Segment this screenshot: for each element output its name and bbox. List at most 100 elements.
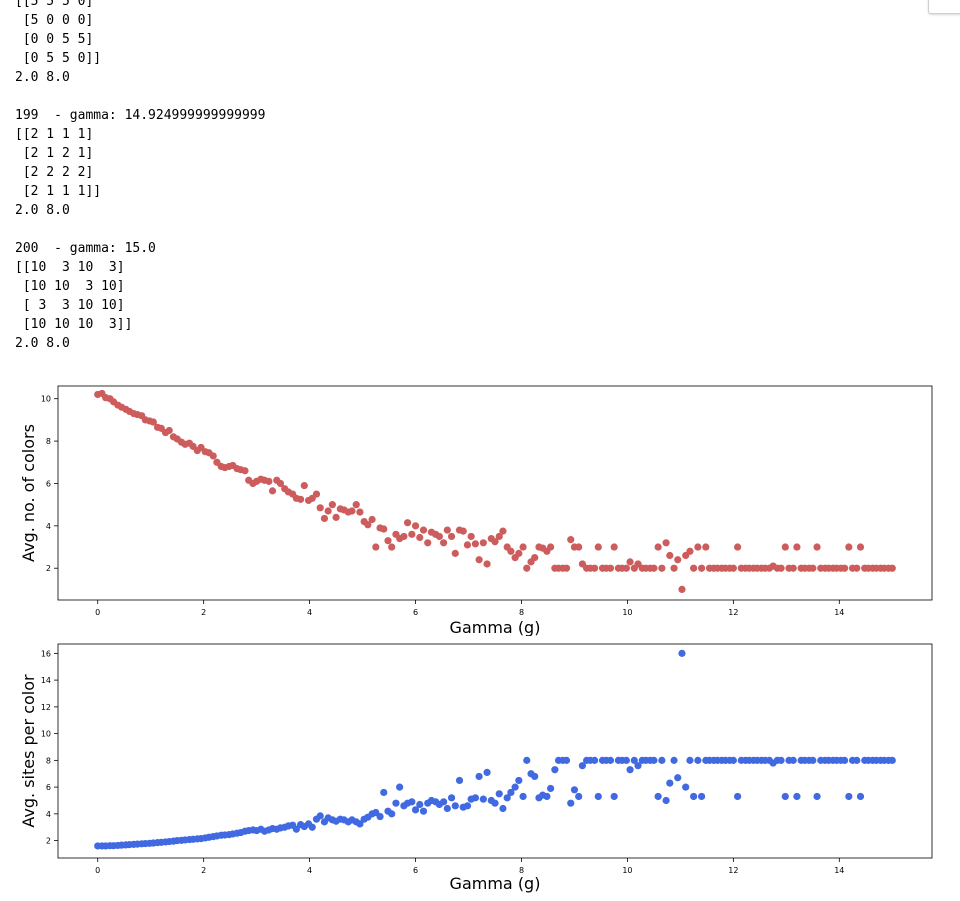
scatter-point (268, 487, 277, 495)
scatter-point (606, 564, 615, 572)
y-tick-label: 8 (46, 437, 51, 446)
scatter-point (845, 792, 853, 801)
x-tick-label: 10 (622, 866, 632, 875)
y-tick-label: 16 (41, 649, 51, 658)
scatter-point (443, 526, 451, 534)
scatter-point (416, 800, 424, 809)
scatter-point (562, 564, 571, 572)
scatter-point (626, 558, 634, 566)
scatter-point (471, 794, 480, 802)
y-axis-label: Avg. sites per color (19, 674, 38, 828)
console-line: [[2 1 1 1] (15, 127, 94, 142)
scatter-point (507, 788, 515, 797)
y-tick-label: 8 (46, 756, 51, 765)
scatter-point (348, 507, 356, 515)
x-tick-label: 0 (95, 866, 100, 875)
scatter-point (682, 783, 690, 791)
scatter-point (316, 504, 324, 512)
scatter-point (515, 776, 523, 785)
plot-frame (57, 385, 933, 601)
scatter-point (650, 756, 658, 764)
scatter-point (543, 792, 551, 801)
scatter-point (368, 515, 376, 524)
x-tick-label: 4 (307, 866, 312, 875)
console-line: [[5 5 5 0] (15, 0, 94, 9)
scatter-point (813, 792, 821, 801)
x-axis-label: Gamma (g) (450, 874, 541, 893)
x-tick-label: 0 (95, 608, 100, 617)
scatter-point (789, 564, 797, 572)
scatter-point (856, 543, 865, 551)
data-points (94, 649, 896, 850)
y-tick-label: 2 (46, 564, 51, 573)
scatter-point (380, 525, 388, 533)
scatter-point (372, 543, 380, 551)
x-tick-label: 12 (728, 608, 738, 617)
scatter-point (686, 756, 694, 764)
scatter-point (547, 784, 555, 793)
console-line: [2 1 1 1]] (15, 184, 102, 199)
console-line: [ 3 3 10 10] (15, 298, 125, 313)
scatter-point (590, 756, 599, 764)
scatter-point (888, 564, 896, 572)
scatter-point (419, 526, 428, 534)
scatter-point (841, 564, 849, 572)
scatter-point (388, 543, 396, 551)
x-tick-label: 8 (519, 866, 524, 875)
scatter-point (507, 547, 515, 555)
scatter-point (674, 556, 682, 564)
scatter-point (694, 543, 702, 551)
console-line: [2 2 2 2] (15, 165, 94, 180)
x-axis-label: Gamma (g) (450, 618, 541, 636)
scatter-point (567, 799, 575, 807)
scatter-point (467, 532, 475, 541)
console-line: 2.0 8.0 (15, 203, 70, 218)
scatter-point (440, 539, 448, 547)
scatter-point (729, 564, 737, 572)
scatter-point (654, 543, 662, 551)
scatter-point (209, 452, 217, 460)
scatter-point (475, 556, 483, 564)
scatter-point (666, 779, 674, 787)
console-line: 2.0 8.0 (15, 70, 70, 85)
scatter-point (578, 762, 587, 770)
scatter-point (364, 521, 372, 529)
scatter-point (483, 768, 491, 776)
scatter-point (324, 507, 332, 515)
scatter-point (491, 538, 499, 546)
scatter-point (690, 792, 698, 801)
scatter-point (499, 527, 507, 535)
scatter-point (594, 543, 602, 551)
y-tick-label: 6 (46, 783, 51, 792)
scatter-point (809, 756, 817, 764)
axis-ticks: 0 2 4 6 8 10 12 14 2 4 6 8 10 (41, 395, 845, 617)
console-line: [0 0 5 5] (15, 32, 94, 47)
scatter-point (451, 549, 459, 557)
scatter-point (384, 537, 392, 545)
scatter-point (300, 481, 308, 490)
scatter-point (590, 564, 599, 572)
console-line: [2 1 2 1] (15, 146, 94, 161)
axis-ticks: 0 2 4 6 8 10 12 14 2 4 6 8 10 12 14 16 (41, 649, 845, 875)
scatter-point (411, 522, 420, 530)
console-line (15, 87, 265, 106)
scatter-point (658, 756, 666, 764)
scatter-point (241, 467, 249, 475)
scatter-point (781, 543, 789, 551)
scatter-point (856, 792, 865, 801)
scatter-point (499, 804, 507, 813)
scatter-point (491, 799, 499, 807)
x-tick-label: 10 (622, 608, 632, 617)
scatter-point (451, 802, 459, 810)
scatter-point (575, 543, 583, 551)
scatter-point (531, 772, 539, 781)
scatter-point (697, 564, 706, 572)
scatter-point (630, 756, 638, 764)
scatter-point (622, 564, 630, 572)
scatter-point (495, 790, 503, 798)
scatter-point (455, 776, 464, 785)
scatter-point (622, 756, 630, 764)
output-scroll-toggle[interactable] (928, 0, 960, 14)
scatter-point (265, 477, 273, 485)
console-line: 2.0 8.0 (15, 336, 70, 351)
